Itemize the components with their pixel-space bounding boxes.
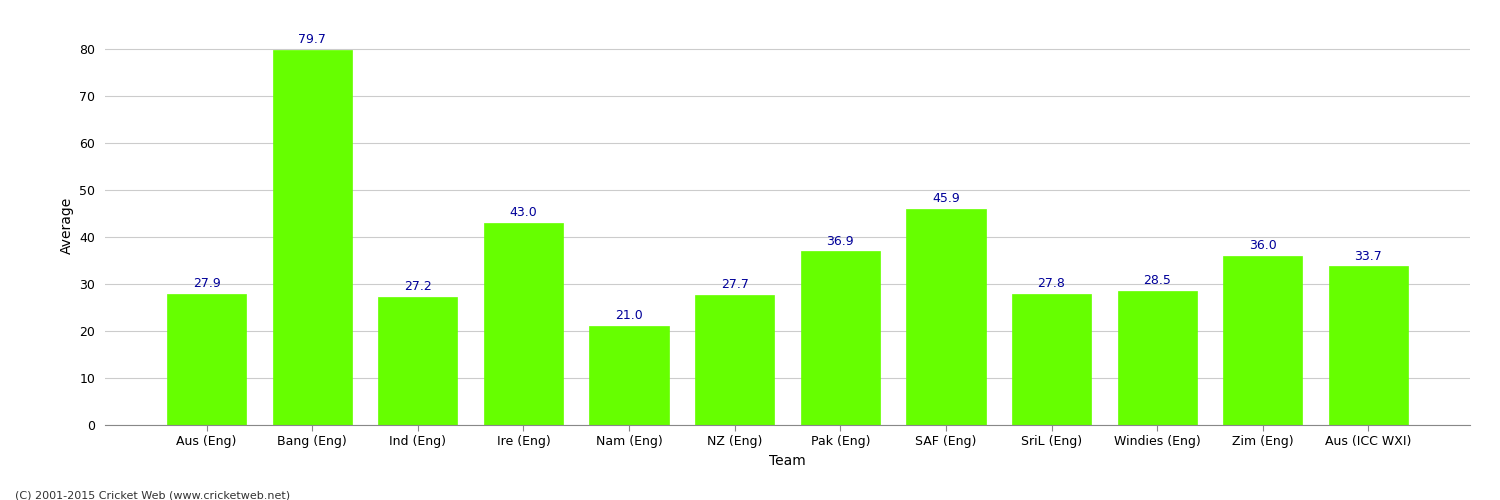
Text: 43.0: 43.0 — [510, 206, 537, 219]
Text: 27.9: 27.9 — [194, 277, 220, 290]
Text: 36.0: 36.0 — [1250, 239, 1276, 252]
Bar — [484, 222, 562, 425]
Bar — [378, 297, 458, 425]
Text: 45.9: 45.9 — [932, 192, 960, 205]
Text: 27.8: 27.8 — [1038, 278, 1065, 290]
Text: 27.2: 27.2 — [404, 280, 432, 293]
Text: 27.7: 27.7 — [722, 278, 748, 291]
Bar — [1329, 266, 1408, 425]
Bar — [1222, 256, 1302, 425]
Bar — [1013, 294, 1090, 425]
Text: 36.9: 36.9 — [827, 234, 854, 248]
Bar — [166, 294, 246, 425]
Text: 79.7: 79.7 — [298, 33, 326, 46]
Bar — [694, 294, 774, 425]
Y-axis label: Average: Average — [60, 196, 74, 254]
Bar — [801, 252, 880, 425]
Bar — [906, 209, 986, 425]
Bar — [1118, 291, 1197, 425]
Text: (C) 2001-2015 Cricket Web (www.cricketweb.net): (C) 2001-2015 Cricket Web (www.cricketwe… — [15, 490, 290, 500]
Text: 28.5: 28.5 — [1143, 274, 1172, 287]
Bar — [273, 50, 352, 425]
Text: 33.7: 33.7 — [1354, 250, 1382, 262]
Bar — [590, 326, 669, 425]
Text: 21.0: 21.0 — [615, 310, 644, 322]
X-axis label: Team: Team — [770, 454, 806, 468]
